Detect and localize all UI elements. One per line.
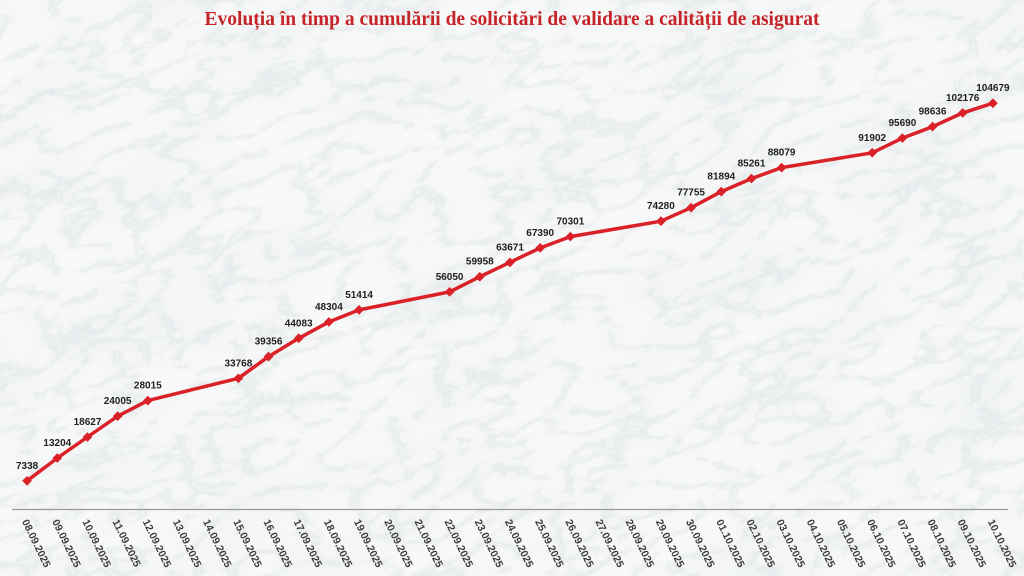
svg-text:88079: 88079 (768, 148, 796, 159)
svg-text:51414: 51414 (345, 290, 373, 301)
svg-text:85261: 85261 (738, 159, 766, 170)
svg-text:70301: 70301 (556, 217, 584, 228)
svg-text:7338: 7338 (16, 461, 39, 472)
svg-text:81894: 81894 (707, 172, 735, 183)
svg-text:24005: 24005 (104, 396, 132, 407)
svg-text:28015: 28015 (134, 381, 162, 392)
svg-text:56050: 56050 (436, 272, 464, 283)
svg-text:95690: 95690 (888, 118, 916, 129)
svg-text:59958: 59958 (466, 257, 494, 268)
svg-text:48304: 48304 (315, 302, 343, 313)
svg-text:74280: 74280 (647, 201, 675, 212)
svg-text:67390: 67390 (526, 228, 554, 239)
svg-text:44083: 44083 (285, 318, 313, 329)
svg-text:102176: 102176 (946, 93, 980, 104)
svg-text:77755: 77755 (677, 188, 705, 199)
svg-text:98636: 98636 (919, 107, 947, 118)
svg-text:18627: 18627 (74, 417, 102, 428)
svg-text:63671: 63671 (496, 242, 524, 253)
svg-text:13204: 13204 (43, 438, 71, 449)
svg-text:33768: 33768 (224, 358, 252, 369)
svg-text:91902: 91902 (858, 133, 886, 144)
svg-text:104679: 104679 (976, 83, 1010, 94)
svg-text:39356: 39356 (255, 337, 283, 348)
